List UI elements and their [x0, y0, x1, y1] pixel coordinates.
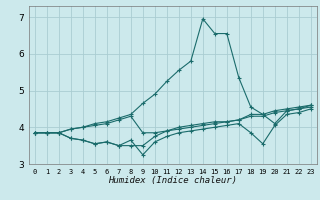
X-axis label: Humidex (Indice chaleur): Humidex (Indice chaleur) [108, 176, 237, 185]
